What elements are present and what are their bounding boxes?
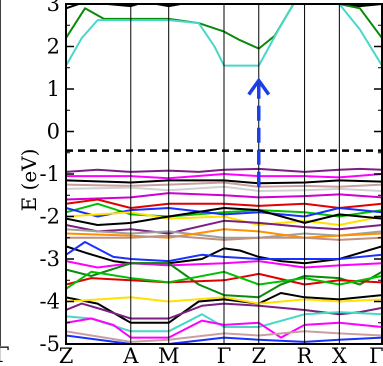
y-axis-ticks: -5 -4 -3 -2 -1 0 1 2 3	[40, 0, 382, 356]
band-line-27	[66, 302, 382, 320]
band-line-30	[66, 330, 382, 343]
y-tick-label-4: -2	[40, 205, 60, 229]
transition-arrow-head	[247, 77, 271, 96]
y-axis-label: E (eV)	[17, 149, 41, 212]
k-point-label-5: Z	[251, 344, 266, 366]
band-line-22	[66, 262, 382, 299]
band-line-31	[66, 334, 382, 344]
band-line-18	[66, 234, 382, 241]
y-tick-label-9: 3	[47, 0, 60, 16]
y-tick-label-8: 2	[47, 35, 60, 59]
band-line-5	[66, 173, 382, 180]
band-line-2	[66, 4, 382, 50]
y-tick-label-2: -4	[40, 290, 60, 314]
y-tick-label-1: -5	[40, 332, 60, 356]
band-line-29	[66, 317, 382, 339]
band-line-20	[66, 241, 382, 263]
y-tick-label-3: -3	[40, 247, 60, 271]
band-line-9	[66, 192, 382, 201]
k-point-label-8: Γ	[369, 344, 383, 366]
y-tick-label-5: -1	[40, 162, 60, 186]
band-line-6	[66, 179, 382, 185]
band-line-17	[66, 228, 382, 239]
k-point-label-4: Γ	[217, 344, 232, 366]
k-point-label-1: Z	[59, 344, 74, 366]
k-point-label-7: X	[332, 344, 347, 366]
y-tick-label-7: 1	[47, 77, 60, 101]
band-line-26	[66, 296, 382, 305]
k-point-label-6: R	[297, 344, 314, 366]
band-line-7	[66, 181, 382, 188]
y-tick-label-6: 0	[47, 120, 60, 144]
left-panel-gamma-label: Γ	[0, 343, 10, 366]
band-line-8	[66, 185, 382, 192]
k-point-label-3: M	[158, 344, 180, 366]
k-point-label-2: A	[122, 344, 139, 366]
band-line-13	[66, 211, 382, 226]
